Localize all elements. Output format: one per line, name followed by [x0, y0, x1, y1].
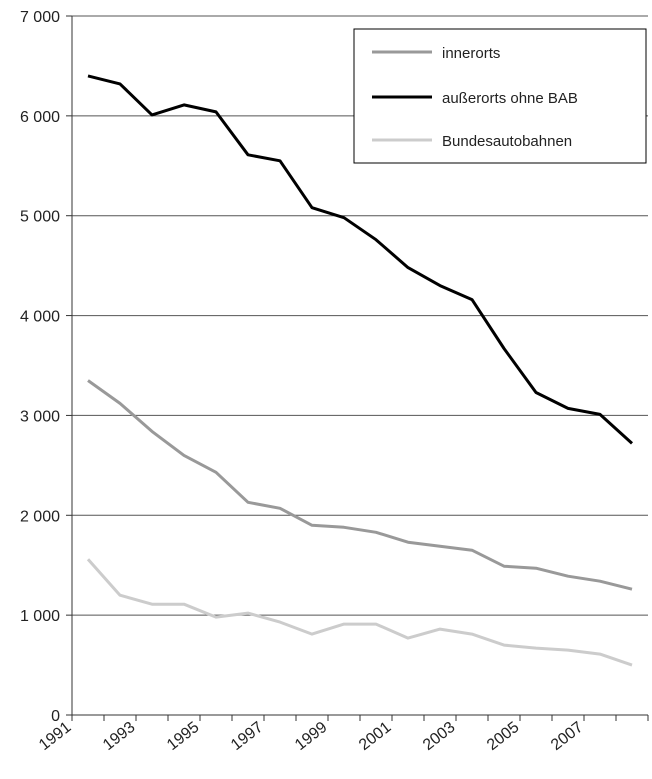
x-tick-label: 1995 [164, 719, 203, 754]
series-line-0 [87, 379, 633, 591]
x-tick-label: 2007 [548, 719, 587, 754]
x-axis-ticks: 1991 1993 1995 1997 1999 2001 2003 2005 2007 [36, 715, 649, 754]
y-tick-label: 1 000 [20, 608, 60, 625]
y-axis-ticks: 0 1 000 2 000 3 000 4 000 5 000 6 000 7 000 [20, 9, 72, 725]
series-line-1 [87, 74, 634, 445]
axes [71, 16, 648, 716]
y-tick-label: 0 [51, 708, 60, 725]
y-tick-label: 4 000 [20, 309, 60, 326]
y-tick-label: 5 000 [20, 209, 60, 226]
legend: innerorts außerorts ohne BAB Bundesautob… [353, 28, 647, 164]
x-tick-label: 2005 [484, 719, 523, 754]
series-lines [86, 74, 634, 667]
x-tick-label: 1997 [228, 719, 267, 754]
y-tick-label: 2 000 [20, 508, 60, 525]
legend-label-ausserorts: außerorts ohne BAB [442, 90, 578, 107]
x-tick-label: 1993 [100, 719, 139, 754]
y-tick-label: 7 000 [20, 9, 60, 26]
y-tick-label: 6 000 [20, 109, 60, 126]
y-tick-label: 3 000 [20, 408, 60, 425]
series-line-2 [86, 558, 633, 667]
legend-label-bundesautobahnen: Bundesautobahnen [442, 133, 572, 150]
x-tick-label: 2001 [356, 719, 395, 754]
x-tick-label: 1999 [292, 719, 331, 754]
x-tick-label: 2003 [420, 719, 459, 754]
legend-label-innerorts: innerorts [442, 45, 500, 62]
